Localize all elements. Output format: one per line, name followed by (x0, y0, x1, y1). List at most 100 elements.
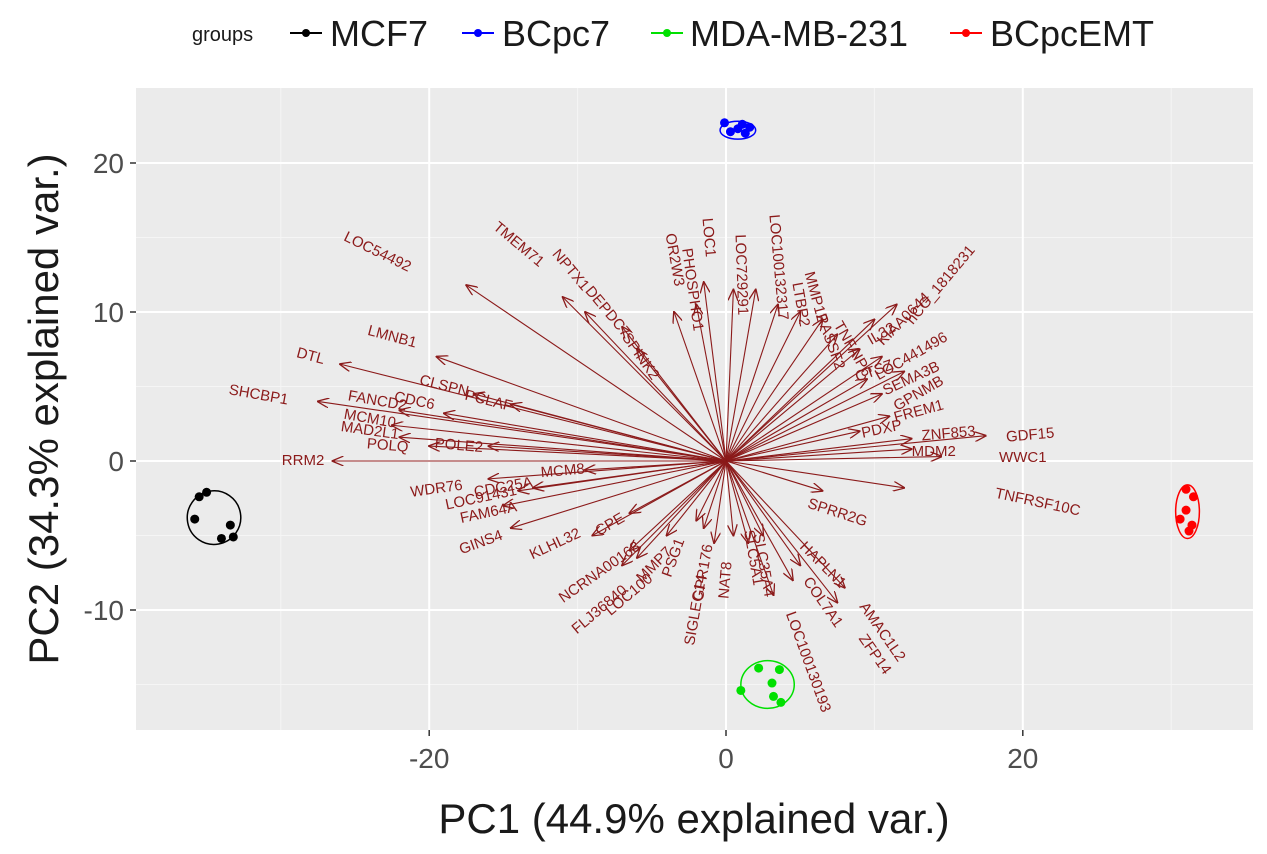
loading-arrow (725, 460, 822, 491)
sample-point (737, 119, 747, 129)
loading-arrow (318, 401, 727, 462)
group-ellipse (740, 659, 796, 710)
loading-label: GDF15 (1005, 425, 1055, 446)
loading-arrow (725, 460, 837, 603)
loading-arrow (392, 425, 727, 462)
loading-arrow (429, 446, 727, 462)
loading-arrow (725, 431, 860, 462)
sample-point (1175, 514, 1185, 524)
loading-arrow (725, 379, 867, 462)
loading-label: LOC1 (699, 217, 719, 258)
loading-label: WWC1 (999, 449, 1047, 466)
loading-arrow (725, 449, 912, 462)
legend-key-dot (302, 29, 310, 37)
loading-arrow (585, 460, 727, 470)
y-tick-label: 0 (108, 446, 124, 477)
loading-label: MCM8 (540, 461, 585, 482)
loading-arrow (725, 460, 763, 536)
loading-arrow (725, 460, 773, 595)
loading-arrow (725, 334, 837, 462)
loading-arrow (714, 460, 727, 543)
loading-arrow (533, 460, 727, 488)
loading-arrow (466, 285, 727, 462)
legend-item-bcpcemt: BCpcEMT (950, 13, 1154, 54)
sample-point (1184, 526, 1194, 536)
loading-arrow (725, 394, 882, 462)
sample-point (774, 665, 784, 675)
loading-arrow (511, 460, 727, 528)
sample-point (1181, 484, 1191, 494)
group-ellipse (186, 490, 242, 546)
x-tick-label: 0 (718, 743, 734, 774)
loading-arrow (725, 349, 860, 462)
sample-point (725, 127, 735, 137)
legend-item-bcpc7: BCpc7 (462, 13, 610, 54)
legend: groups MCF7 BCpc7 MDA-MB-231 BCpcEMT (192, 13, 1154, 54)
sample-point (736, 685, 746, 695)
sample-point (776, 697, 786, 707)
loading-arrow (637, 349, 727, 462)
loading-arrow (725, 460, 904, 488)
legend-label-mcf7: MCF7 (330, 13, 428, 54)
sample-point (228, 532, 238, 542)
legend-item-mda-mb-231: MDA-MB-231 (651, 13, 908, 54)
sample-point (768, 691, 778, 701)
loading-arrow (704, 282, 727, 462)
loading-arrow (400, 437, 727, 462)
loading-arrow (437, 357, 727, 462)
loading-arrow (725, 460, 845, 588)
loading-label: NAT8 (715, 561, 735, 600)
loading-arrow (725, 416, 889, 462)
loading-arrow (340, 364, 727, 462)
loading-label: ZNF853 (921, 423, 976, 445)
loading-arrow (725, 312, 800, 462)
loading-arrow (585, 312, 727, 462)
loading-arrow (725, 460, 733, 536)
legend-label-bcpc7: BCpc7 (502, 13, 610, 54)
plot-panel (136, 88, 1253, 730)
loading-arrow (630, 460, 727, 513)
sample-point (194, 492, 204, 502)
loading-arrow (503, 460, 727, 506)
legend-item-mcf7: MCF7 (290, 13, 428, 54)
loading-arrow (725, 439, 912, 462)
legend-key-dot (663, 29, 671, 37)
loading-label: LOC729291 (731, 234, 751, 315)
loading-arrow (725, 290, 756, 462)
loading-arrow (637, 460, 727, 558)
group-ellipse (719, 120, 757, 140)
y-tick-label: -10 (84, 595, 124, 626)
loading-arrow (725, 372, 904, 462)
legend-title: groups (192, 24, 253, 46)
loading-arrow (725, 290, 733, 462)
legend-key-dot (474, 29, 482, 37)
loading-arrow (725, 460, 800, 565)
sample-point (202, 487, 212, 497)
group-ellipse (1174, 484, 1201, 540)
legend-key-dot (962, 29, 970, 37)
sample-point (745, 122, 755, 132)
y-axis-title: PC2 (34.3% explained var.) (20, 153, 67, 664)
grid-lines (136, 88, 1253, 730)
loading-arrow (704, 460, 727, 528)
loading-arrow (725, 460, 793, 580)
sample-point (190, 514, 200, 524)
loading-arrow (725, 319, 822, 462)
x-tick-label: 20 (1007, 743, 1038, 774)
sample-point (225, 520, 235, 530)
sample-point (754, 663, 764, 673)
legend-label-mda-mb-231: MDA-MB-231 (690, 13, 908, 54)
loading-arrow (725, 357, 882, 462)
loading-arrow (674, 312, 727, 462)
loading-arrow (725, 460, 748, 543)
sample-points (190, 118, 1198, 707)
sample-point (1181, 505, 1191, 515)
loading-arrow (725, 436, 986, 462)
loading-label: DTL (295, 344, 327, 368)
axes: -20 0 20 -10 0 10 20 (84, 148, 1039, 774)
loading-label: RRM2 (282, 452, 325, 469)
sample-point (720, 118, 730, 128)
sample-point (1188, 492, 1198, 502)
legend-label-bcpcemt: BCpcEMT (990, 13, 1154, 54)
